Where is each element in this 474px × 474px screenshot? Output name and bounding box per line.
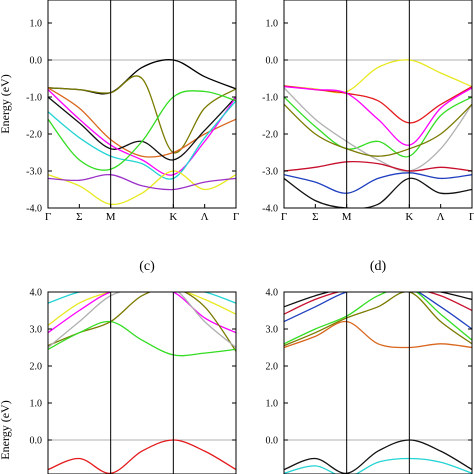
y-tick-label: -2.0 (26, 130, 42, 141)
k-point-label: Γ (281, 211, 287, 223)
k-point-label: M (342, 211, 352, 223)
y-tick-label: 4.0 (266, 288, 279, 299)
y-tick-label: 1.0 (30, 399, 43, 410)
band-line (284, 177, 472, 208)
y-tick-label: -4.0 (26, 204, 42, 215)
band-line (48, 87, 236, 158)
y-tick-label: 0.0 (266, 56, 279, 67)
axes-frame (283, 0, 473, 209)
k-point-label: Λ (437, 211, 445, 223)
band-line (284, 85, 472, 124)
y-tick-label: 0.0 (266, 436, 279, 447)
y-tick-label: -3.0 (262, 167, 278, 178)
band-line (284, 172, 472, 194)
band-line (284, 439, 472, 474)
band-line (48, 292, 236, 334)
band-line (284, 292, 472, 345)
y-tick-label: 0.0 (30, 56, 43, 67)
band-line (48, 75, 236, 154)
band-line (284, 292, 472, 308)
band-line (284, 292, 472, 330)
band-line (48, 170, 236, 206)
band-line (284, 96, 472, 158)
k-point-label: Σ (312, 211, 318, 223)
band-line (284, 87, 472, 172)
y-tick-label: 0.0 (30, 436, 43, 447)
band-line (284, 292, 472, 315)
y-tick-label: 3.0 (30, 325, 43, 336)
axes-frame (47, 291, 237, 474)
band-line (48, 439, 236, 474)
band-line (284, 103, 472, 157)
y-tick-label: -3.0 (26, 167, 42, 178)
bands-d (284, 292, 472, 474)
bands-b (284, 59, 472, 208)
y-tick-label: -4.0 (262, 204, 278, 215)
k-point-label: Λ (201, 211, 209, 223)
y-tick-label: 1.0 (266, 399, 279, 410)
k-point-label: Σ (76, 211, 82, 223)
band-line (48, 90, 236, 171)
band-line (284, 457, 472, 474)
y-tick-label: 2.0 (30, 362, 43, 373)
band-line (48, 292, 236, 326)
y-axis-label: Energy (eV) (0, 400, 12, 459)
band-line (284, 85, 472, 146)
band-line (48, 320, 236, 357)
y-tick-label: 2.0 (266, 362, 279, 373)
bands-c (48, 292, 236, 474)
band-line (284, 292, 472, 347)
panel-b: 1.00.0-1.0-2.0-3.0-4.0Γ Σ M K Λ Γ (262, 0, 474, 223)
k-point-label: Γ (45, 211, 51, 223)
k-point-label: Γ (233, 211, 239, 223)
y-tick-label: 1.0 (266, 19, 279, 30)
band-line (48, 59, 236, 95)
y-tick-label: 3.0 (266, 325, 279, 336)
axes-frame (283, 291, 473, 474)
k-point-label: K (405, 211, 413, 223)
panel-label-d: (d) (370, 259, 387, 274)
band-line (284, 320, 472, 349)
panel-label-c: (c) (139, 259, 155, 274)
band-line (48, 292, 236, 349)
bands-a (48, 59, 236, 206)
y-tick-label: -2.0 (262, 130, 278, 141)
y-tick-label: -1.0 (26, 93, 42, 104)
y-tick-label: 4.0 (30, 288, 43, 299)
y-tick-label: 1.0 (30, 19, 43, 30)
band-line (48, 174, 236, 191)
band-line (48, 100, 236, 180)
y-axis-label: Energy (eV) (0, 74, 12, 133)
y-tick-label: -1.0 (262, 93, 278, 104)
k-point-label: K (169, 211, 177, 223)
panel-d: 4.0 3.0 2.0 1.0 0.0 (266, 288, 473, 474)
band-line (48, 89, 236, 176)
axes-frame (47, 0, 237, 209)
band-line (284, 59, 472, 94)
k-point-label: M (106, 211, 116, 223)
panel-c: 4.0 3.0 2.0 1.0 0.0 Energy (eV) (0, 288, 237, 474)
band-line (284, 160, 472, 172)
k-point-label: Γ (469, 211, 474, 223)
